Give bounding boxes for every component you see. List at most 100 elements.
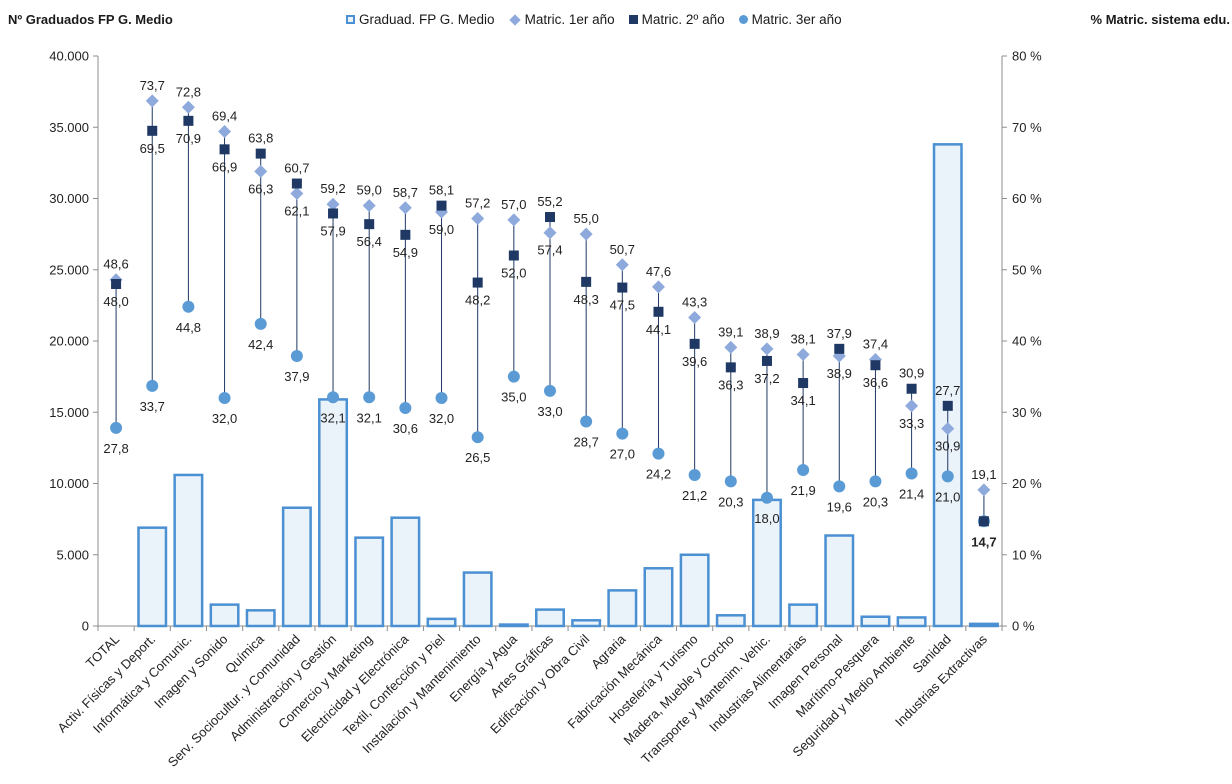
matric-2-marker bbox=[183, 115, 194, 126]
data-label-top: 55,0 bbox=[574, 211, 599, 226]
matric-2-marker bbox=[255, 148, 266, 159]
matric-3-marker bbox=[182, 300, 195, 313]
data-label-middle: 34,1 bbox=[790, 393, 815, 408]
right-tick-label: 20 % bbox=[1012, 476, 1042, 491]
matric-2-marker bbox=[111, 279, 122, 289]
data-label-top: 43,3 bbox=[682, 294, 707, 309]
legend-item-matric-1: Matric. 1er año bbox=[508, 12, 615, 27]
legend-square-swatch bbox=[628, 15, 638, 24]
data-label-top: 27,7 bbox=[935, 383, 960, 398]
data-label-top: 39,1 bbox=[718, 324, 743, 339]
data-label-bottom: 28,7 bbox=[574, 435, 599, 450]
graduados-bar bbox=[571, 619, 602, 628]
matric-1-marker bbox=[905, 399, 919, 413]
matric-1-marker bbox=[326, 197, 340, 211]
matric-3-marker bbox=[652, 447, 665, 460]
data-label-top: 72,8 bbox=[176, 84, 201, 99]
matric-3-marker bbox=[869, 475, 882, 488]
legend-label-graduados: Graduad. FP G. Medio bbox=[359, 12, 495, 27]
data-label-bottom: 21,9 bbox=[790, 483, 815, 498]
data-label-top: 50,7 bbox=[610, 242, 635, 257]
data-label-middle: 62,1 bbox=[284, 204, 309, 219]
graduados-bar bbox=[354, 536, 385, 628]
graduados-bar bbox=[173, 473, 204, 628]
right-axis-title: % Matric. sistema edu. bbox=[1090, 12, 1230, 27]
legend-item-matric-2: Matric. 2º año bbox=[628, 12, 725, 27]
matric-2-marker bbox=[328, 208, 339, 219]
data-label-middle: 54,9 bbox=[393, 245, 418, 260]
matric-3-marker bbox=[507, 370, 520, 383]
right-tick-label: 40 % bbox=[1012, 334, 1042, 349]
legend-bar-swatch bbox=[346, 15, 355, 24]
matric-2-marker bbox=[545, 212, 555, 223]
data-label-top: 73,7 bbox=[140, 78, 165, 93]
data-label-top: 47,6 bbox=[646, 264, 671, 279]
left-tick-label: 25.000 bbox=[49, 262, 89, 277]
data-label-top: 57,0 bbox=[501, 197, 526, 212]
data-label-bottom: 33,7 bbox=[140, 399, 165, 414]
data-label-middle: 70,9 bbox=[176, 131, 201, 146]
right-tick-label: 50 % bbox=[1012, 262, 1042, 277]
data-label-middle: 66,9 bbox=[212, 159, 237, 174]
matric-2-marker bbox=[581, 276, 592, 287]
matric-1-marker bbox=[941, 422, 955, 436]
data-label-top: 69,4 bbox=[212, 109, 237, 124]
data-label-middle: 59,0 bbox=[429, 222, 454, 237]
legend: Graduad. FP G. Medio Matric. 1er año Mat… bbox=[346, 12, 856, 27]
matric-1-marker bbox=[181, 100, 195, 114]
left-tick-label: 15.000 bbox=[49, 405, 89, 420]
matric-1-marker bbox=[145, 94, 159, 108]
left-tick-label: 0 bbox=[82, 619, 89, 634]
matric-1-marker bbox=[579, 227, 593, 241]
legend-item-matric-3: Matric. 3er año bbox=[738, 12, 842, 27]
graduados-bar bbox=[498, 623, 529, 628]
matric-1-marker bbox=[543, 226, 557, 240]
graduados-bar bbox=[462, 571, 493, 628]
data-label-middle: 37,2 bbox=[754, 371, 779, 386]
matric-2-marker bbox=[508, 250, 519, 261]
right-tick-label: 70 % bbox=[1012, 120, 1042, 135]
data-label-top: 55,2 bbox=[537, 194, 562, 209]
data-label-bottom: 32,1 bbox=[357, 410, 382, 425]
data-label-top: 58,1 bbox=[429, 183, 454, 198]
legend-circle-swatch bbox=[738, 15, 748, 24]
data-label-middle: 52,0 bbox=[501, 266, 526, 281]
graduados-bar bbox=[932, 143, 963, 628]
data-label-bottom: 27,8 bbox=[103, 441, 128, 456]
legend-label-matric-1: Matric. 1er año bbox=[524, 12, 615, 27]
matric-1-marker bbox=[398, 201, 412, 215]
matric-3-marker bbox=[399, 401, 412, 414]
matric-2-marker bbox=[291, 178, 302, 189]
matric-1-marker bbox=[218, 125, 232, 139]
matric-1-marker bbox=[507, 213, 521, 227]
data-label-middle: 33,3 bbox=[899, 416, 924, 431]
graduados-bar bbox=[137, 526, 168, 628]
data-label-top: 30,9 bbox=[899, 366, 924, 381]
data-label-top: 63,8 bbox=[248, 131, 273, 146]
matric-3-marker bbox=[254, 317, 267, 330]
graduados-bar bbox=[896, 616, 927, 628]
matric-2-marker bbox=[798, 378, 809, 389]
matric-2-marker bbox=[725, 362, 736, 373]
data-label-bottom: 20,3 bbox=[718, 494, 743, 509]
data-label-bottom: 21,0 bbox=[935, 489, 960, 504]
matric-3-marker bbox=[941, 470, 954, 483]
matric-3-marker bbox=[833, 480, 846, 493]
data-label-middle: 66,3 bbox=[248, 181, 273, 196]
data-label-middle: 38,9 bbox=[827, 366, 852, 381]
data-label-middle: 47,5 bbox=[610, 298, 635, 313]
matric-3-marker bbox=[797, 463, 810, 476]
data-label-middle: 48,3 bbox=[574, 292, 599, 307]
matric-2-marker bbox=[436, 200, 447, 211]
left-tick-label: 30.000 bbox=[49, 191, 89, 206]
matric-2-marker bbox=[942, 400, 953, 411]
data-label-top: 38,9 bbox=[754, 326, 779, 341]
data-label-middle: 48,2 bbox=[465, 293, 490, 308]
data-label-middle: 36,3 bbox=[718, 377, 743, 392]
matric-3-marker bbox=[363, 391, 376, 404]
matric-3-marker bbox=[290, 349, 303, 362]
data-label-bottom: 19,6 bbox=[827, 499, 852, 514]
data-label-bottom: 32,0 bbox=[429, 411, 454, 426]
matric-2-marker bbox=[364, 219, 375, 230]
